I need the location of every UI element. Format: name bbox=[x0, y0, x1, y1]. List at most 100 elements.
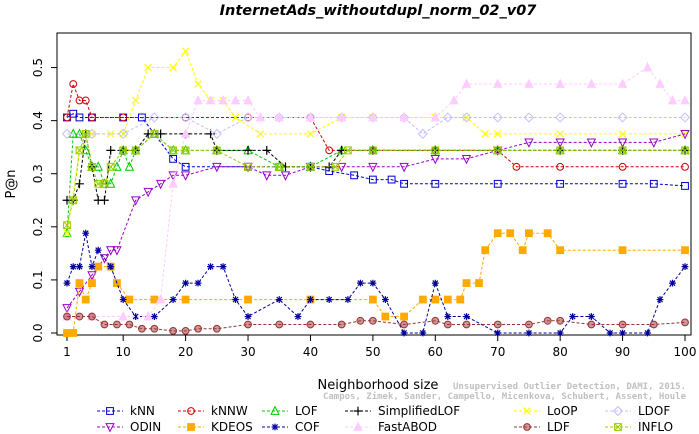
data-point-knn bbox=[493, 179, 502, 188]
data-point-loop bbox=[106, 130, 115, 138]
data-point-odin bbox=[180, 171, 191, 181]
data-point-loop bbox=[131, 96, 140, 105]
credit-line-2: Campos, Zimek, Sander, Campello, Micenko… bbox=[323, 391, 687, 402]
data-point-ldof bbox=[180, 112, 191, 123]
data-point-inflo-cross bbox=[493, 146, 502, 155]
data-point-ldof bbox=[118, 128, 129, 140]
data-point-ldf bbox=[543, 316, 552, 325]
data-point-ldf bbox=[75, 312, 84, 321]
data-point-ldof bbox=[149, 112, 160, 123]
legend-item-knnw: kNNW bbox=[178, 404, 248, 418]
series-line-ldof bbox=[67, 117, 685, 135]
data-point-loop bbox=[618, 130, 627, 138]
data-point-ldf bbox=[525, 320, 533, 329]
legend-marker-ldof bbox=[612, 405, 624, 417]
data-point-fastabod bbox=[305, 111, 316, 122]
data-point-loop bbox=[181, 47, 190, 55]
x-tick-label: 20 bbox=[178, 345, 193, 359]
data-point-inflo bbox=[69, 196, 78, 205]
legend-label-kdeos: KDEOS bbox=[211, 420, 253, 434]
data-point-kdeos bbox=[481, 246, 490, 255]
data-point-inflo-cross bbox=[150, 130, 159, 138]
data-point-odin bbox=[399, 162, 409, 173]
data-point-cof bbox=[525, 329, 533, 337]
data-point-inflo bbox=[681, 146, 689, 155]
data-point-kdeos bbox=[493, 229, 502, 238]
data-point-fastabod bbox=[655, 78, 665, 88]
data-point-ldof bbox=[367, 112, 378, 123]
data-point-inflo-cross bbox=[88, 163, 96, 171]
data-point-cof bbox=[82, 229, 90, 237]
x-tick-label: 60 bbox=[428, 345, 443, 359]
legend-label-knnw: kNNW bbox=[211, 404, 248, 418]
legend-item-simplifiedlof: SimplifiedLOF bbox=[345, 404, 460, 418]
data-point-kdeos bbox=[462, 279, 471, 287]
data-point-odin bbox=[87, 271, 97, 281]
legend-label-odin: ODIN bbox=[130, 420, 161, 434]
data-point-kdeos bbox=[518, 246, 527, 255]
legend-marker-inflo-cross bbox=[614, 423, 622, 431]
legend-marker-loop bbox=[523, 407, 531, 415]
data-point-inflo bbox=[275, 162, 284, 171]
data-point-kdeos bbox=[368, 295, 377, 304]
data-point-ldof bbox=[305, 112, 316, 123]
data-point-cof bbox=[207, 263, 214, 271]
data-point-kdeos bbox=[125, 295, 134, 304]
data-point-kdeos bbox=[431, 295, 440, 304]
data-point-kdeos bbox=[81, 295, 90, 304]
legend-marker-ldf bbox=[523, 423, 531, 431]
legend-marker-lof bbox=[270, 405, 280, 415]
data-point-knnw bbox=[181, 113, 190, 122]
data-point-odin bbox=[62, 304, 72, 314]
data-point-ldof bbox=[211, 128, 222, 140]
data-point-inflo bbox=[150, 130, 159, 138]
data-point-cof bbox=[150, 313, 158, 320]
x-axis-label: Neighborhood size bbox=[318, 378, 439, 393]
legend-item-odin: ODIN bbox=[97, 420, 161, 434]
data-point-loop bbox=[169, 63, 177, 72]
data-point-ldof bbox=[61, 128, 73, 140]
data-point-ldof bbox=[617, 112, 628, 123]
data-point-knn bbox=[75, 113, 84, 122]
data-point-odin bbox=[143, 187, 153, 198]
data-point-ldf bbox=[181, 326, 190, 335]
data-point-kdeos bbox=[400, 312, 408, 321]
data-point-odin bbox=[336, 162, 347, 173]
data-point-knn bbox=[431, 179, 440, 188]
data-point-lof bbox=[62, 227, 72, 238]
data-point-inflo bbox=[63, 221, 71, 230]
data-point-odin bbox=[99, 254, 110, 264]
data-point-cof bbox=[294, 313, 302, 320]
data-point-ldf bbox=[443, 320, 452, 329]
data-point-simplifiedlof bbox=[243, 145, 253, 155]
data-point-cof bbox=[275, 296, 283, 303]
data-point-fastabod bbox=[399, 111, 409, 122]
series-line-odin bbox=[66, 133, 686, 309]
x-tick-label: 40 bbox=[303, 345, 318, 359]
data-point-ldf bbox=[587, 320, 596, 329]
data-point-fastabod bbox=[524, 78, 534, 88]
data-point-inflo-cross bbox=[275, 163, 283, 171]
data-point-ldf bbox=[400, 320, 408, 329]
data-point-ldof bbox=[492, 112, 503, 123]
data-point-cof bbox=[169, 296, 177, 303]
data-point-knn bbox=[649, 179, 658, 188]
data-point-fastabod bbox=[218, 94, 228, 105]
data-point-inflo bbox=[344, 146, 352, 155]
data-point-ldf bbox=[275, 320, 284, 329]
legend-label-fastabod: FastABOD bbox=[378, 420, 437, 434]
data-point-kdeos bbox=[681, 246, 689, 255]
data-point-odin bbox=[649, 138, 659, 148]
data-point-fastabod bbox=[336, 111, 347, 122]
data-point-ldof bbox=[679, 112, 691, 123]
data-point-cof bbox=[587, 313, 595, 320]
data-point-kdeos bbox=[443, 295, 452, 304]
legend-item-ldof: LDOF bbox=[605, 404, 670, 418]
data-point-fastabod bbox=[180, 128, 191, 138]
y-tick-label: 0.1 bbox=[31, 270, 45, 289]
data-point-inflo-cross bbox=[344, 146, 352, 155]
legend-label-cof: COF bbox=[295, 420, 320, 434]
data-point-cof bbox=[344, 296, 352, 303]
series-fastabod bbox=[62, 62, 690, 321]
series-knnw bbox=[63, 80, 689, 171]
